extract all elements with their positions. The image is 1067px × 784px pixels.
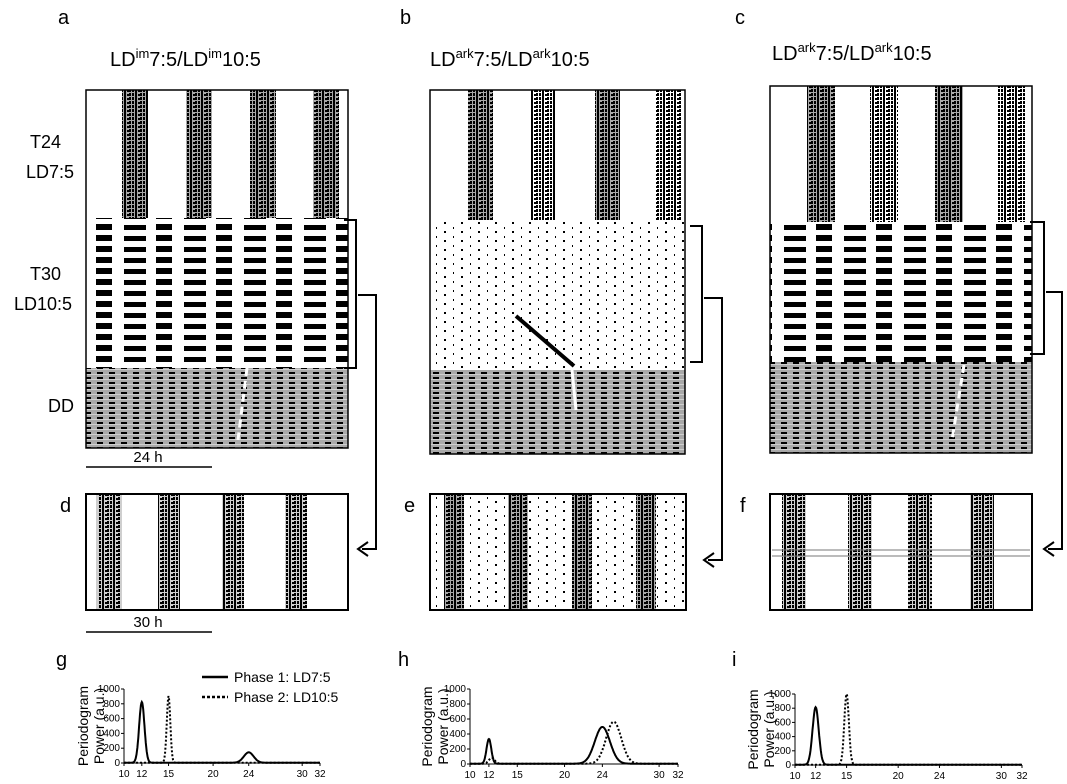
legend-phase2: Phase 2: LD10:5 [234, 689, 339, 705]
y-tick-label: 1000 [444, 684, 467, 695]
label-t24: T24 [30, 132, 61, 152]
panel-letter-g: g [56, 649, 67, 671]
bracket-arrow-a [344, 219, 377, 557]
actogram-d [85, 493, 349, 611]
y-axis-label-line2: Power (a.u.) [435, 688, 451, 764]
legend: Phase 1: LD7:5 Phase 2: LD10:5 [202, 669, 339, 705]
periodogram-i: 0 200 400 600 800 1000 10 12 15 20 24 30 32 Periodogr… [745, 689, 1028, 782]
panel-letter-d: d [60, 495, 71, 517]
y-tick-label: 200 [774, 746, 791, 757]
x-tick-label: 24 [243, 769, 255, 780]
y-tick-label: 600 [449, 714, 466, 725]
series-line-2 [124, 695, 320, 764]
y-tick-label: 400 [774, 732, 791, 743]
scale-label-24h: 24 h [133, 449, 162, 466]
periodogram-h: 0 200 400 600 800 1000 10 12 15 20 24 30 32 Periodogr… [419, 684, 684, 781]
series-line-1 [795, 705, 1022, 766]
panel-letter-b: b [400, 7, 411, 29]
title-a: LDim7:5/LDim10:5 [110, 46, 261, 71]
x-tick-label: 15 [163, 769, 175, 780]
x-tick-label: 20 [208, 769, 220, 780]
label-t30: T30 [30, 264, 61, 284]
title-c: LDark7:5/LDark10:5 [772, 40, 932, 65]
panel-letter-i: i [732, 649, 736, 671]
x-tick-label: 20 [893, 771, 905, 782]
x-tick-label: 12 [483, 770, 495, 781]
x-tick-label: 10 [118, 769, 130, 780]
label-ld75: LD7:5 [26, 162, 74, 182]
x-tick-label: 20 [559, 770, 571, 781]
series-line-1 [124, 699, 320, 764]
x-tick-label: 30 [297, 769, 309, 780]
x-tick-label: 32 [1016, 771, 1028, 782]
y-tick-label: 800 [449, 699, 466, 710]
x-tick-label: 24 [597, 770, 609, 781]
panel-letter-a: a [58, 7, 70, 29]
actogram-e [429, 493, 687, 611]
y-tick-label: 800 [774, 703, 791, 714]
x-tick-label: 30 [996, 771, 1008, 782]
x-tick-label: 10 [789, 771, 801, 782]
label-dd: DD [48, 396, 74, 416]
x-tick-label: 24 [934, 771, 946, 782]
x-tick-label: 15 [512, 770, 524, 781]
y-axis-label-line1: Periodogram [745, 689, 761, 769]
legend-phase1: Phase 1: LD7:5 [234, 669, 331, 685]
y-tick-label: 0 [785, 760, 791, 771]
y-tick-label: 1000 [769, 689, 792, 700]
x-tick-label: 32 [672, 770, 684, 781]
y-tick-label: 200 [103, 743, 120, 754]
x-tick-label: 10 [464, 770, 476, 781]
label-ld105: LD10:5 [14, 294, 72, 314]
actogram-f [769, 493, 1033, 611]
y-tick-label: 600 [103, 714, 120, 725]
x-tick-label: 32 [314, 769, 326, 780]
title-b: LDark7:5/LDark10:5 [430, 46, 590, 71]
series-line-2 [470, 720, 678, 765]
x-tick-label: 15 [841, 771, 853, 782]
bracket-arrow-b [690, 225, 723, 568]
y-tick-label: 400 [103, 728, 120, 739]
y-tick-label: 1000 [98, 684, 121, 695]
y-axis-label-line1: Periodogram [75, 686, 91, 766]
scale-label-30h: 30 h [133, 614, 162, 631]
panel-letter-c: c [735, 7, 745, 29]
y-axis-label-line2: Power (a.u.) [91, 688, 107, 764]
x-tick-label: 30 [654, 770, 666, 781]
series-line-2 [795, 690, 1022, 766]
series-line-1 [470, 726, 678, 765]
y-axis-label-line1: Periodogram [419, 686, 435, 766]
y-tick-label: 600 [774, 717, 791, 728]
x-tick-label: 12 [810, 771, 822, 782]
y-tick-label: 0 [460, 759, 466, 770]
bracket-arrow-c [1030, 221, 1063, 557]
panel-letter-f: f [740, 495, 746, 517]
periodogram-g: 0 200 400 600 800 1000 10 12 15 20 24 30 32 Periodogr… [75, 684, 326, 780]
actogram-a [85, 89, 349, 449]
y-tick-label: 0 [114, 758, 120, 769]
y-tick-label: 800 [103, 699, 120, 710]
actogram-b [429, 89, 686, 455]
y-tick-label: 200 [449, 744, 466, 755]
actogram-c [769, 85, 1033, 454]
y-tick-label: 400 [449, 729, 466, 740]
panel-letter-h: h [398, 649, 409, 671]
panel-letter-e: e [404, 495, 415, 517]
x-tick-label: 12 [136, 769, 148, 780]
y-axis-label-line2: Power (a.u.) [761, 691, 777, 767]
